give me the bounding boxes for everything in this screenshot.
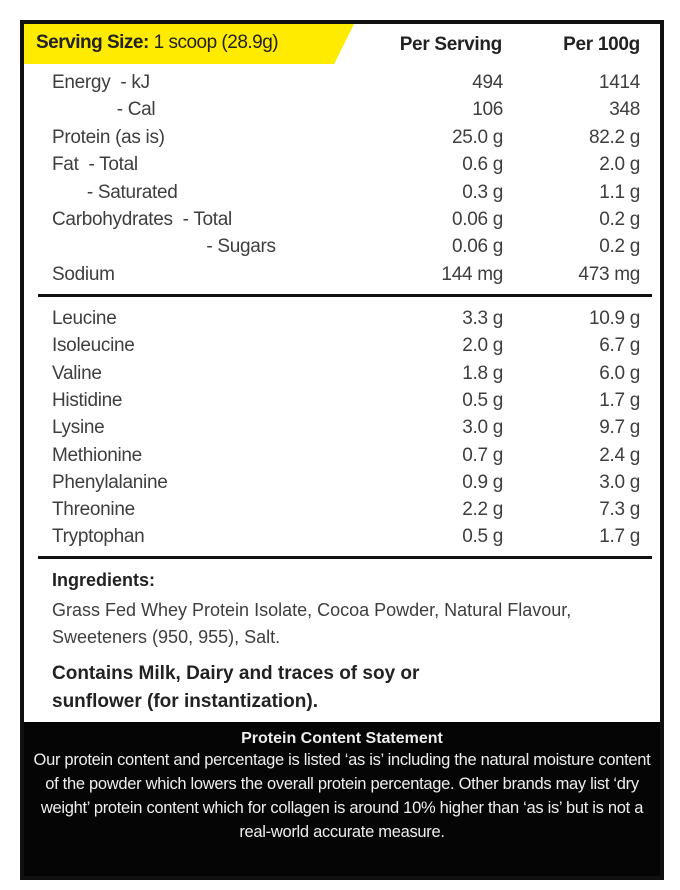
per-serving-value: 0.06 g (451, 236, 503, 258)
per-serving-value: 0.5 g (462, 389, 503, 411)
per-serving-value: 144 mg (441, 263, 503, 285)
per-serving-value: 0.5 g (462, 526, 503, 548)
statement-text: Our protein content and percentage is li… (33, 751, 651, 841)
per-serving-value: 1.8 g (462, 362, 503, 384)
per-serving-value: 494 (472, 72, 503, 93)
nutrient-name: - Sugars (52, 236, 276, 258)
per-100g-value: 2.4 g (599, 444, 640, 466)
nutrient-row: Valine 1.8 g 6.0 g (52, 361, 640, 388)
nutrient-name: Phenylalanine (52, 471, 168, 493)
serving-size-value: 1 scoop (28.9g) (153, 32, 279, 53)
nutrient-row: Methionine 0.7 g 2.4 g (52, 443, 640, 470)
nutrient-name: - Saturated (52, 181, 178, 203)
serving-size-banner: Serving Size: 1 scoop (28.9g) (24, 24, 354, 64)
per-serving-value: 3.3 g (462, 308, 503, 329)
divider (38, 294, 652, 297)
ingredients-heading: Ingredients: (52, 570, 156, 590)
nutrient-row: Sodium 144 mg 473 mg (52, 262, 640, 289)
nutrient-row: Isoleucine 2.0 g 6.7 g (52, 333, 640, 360)
nutrient-name: Leucine (52, 308, 117, 329)
per-100g-value: 1.7 g (599, 526, 640, 548)
per-100g-value: 6.0 g (599, 362, 640, 384)
nutrient-row: - Saturated 0.3 g 1.1 g (52, 180, 640, 207)
ingredients-text: Grass Fed Whey Protein Isolate, Cocoa Po… (52, 600, 572, 647)
protein-content-statement: Protein Content Statement Our protein co… (24, 722, 660, 876)
per-serving-value: 3.0 g (462, 417, 503, 439)
per-100g-value: 3.0 g (599, 471, 640, 493)
nutrient-row: - Sugars 0.06 g 0.2 g (52, 234, 640, 261)
per-100g-value: 348 (609, 99, 640, 121)
nutrient-name: - Cal (52, 99, 156, 121)
nutrient-name: Methionine (52, 444, 142, 466)
allergen-statement: Contains Milk, Dairy and traces of soy o… (52, 663, 420, 712)
per-serving-value: 0.6 g (462, 154, 503, 176)
nutrient-name: Threonine (52, 499, 135, 521)
nutrient-name: Carbohydrates - Total (52, 209, 232, 230)
nutrient-name: Histidine (52, 389, 123, 411)
nutrient-row: Phenylalanine 0.9 g 3.0 g (52, 470, 640, 497)
per-100g-value: 1.7 g (599, 389, 640, 411)
nutrient-row: Leucine 3.3 g 10.9 g (52, 306, 640, 333)
nutrient-name: Isoleucine (52, 335, 135, 357)
per-serving-value: 0.3 g (462, 181, 503, 203)
per-serving-value: 2.2 g (462, 499, 503, 521)
nutrient-row: Fat - Total 0.6 g 2.0 g (52, 152, 640, 179)
nutrient-row: Carbohydrates - Total 0.06 g 0.2 g (52, 207, 640, 234)
nutrient-row: Protein (as is) 25.0 g 82.2 g (52, 125, 640, 152)
per-100g-value: 9.7 g (599, 417, 640, 439)
per-serving-value: 2.0 g (462, 335, 503, 357)
divider (38, 556, 652, 559)
per-100g-value: 82.2 g (588, 126, 640, 148)
per-serving-value: 0.7 g (462, 444, 503, 466)
nutrient-name: Sodium (52, 263, 115, 285)
column-header-per-serving: Per Serving (399, 34, 503, 55)
label-header: Serving Size: 1 scoop (28.9g) Per Servin… (24, 24, 660, 64)
nutrient-name: Valine (52, 362, 102, 384)
per-100g-value: 1414 (598, 72, 640, 93)
per-serving-value: 0.9 g (462, 471, 503, 493)
per-100g-value: 10.9 g (588, 308, 640, 329)
nutrient-row: Lysine 3.0 g 9.7 g (52, 415, 640, 442)
serving-size-label: Serving Size: (36, 32, 149, 53)
per-100g-value: 2.0 g (599, 154, 640, 176)
per-serving-value: 25.0 g (451, 126, 503, 148)
per-100g-value: 473 mg (578, 263, 640, 285)
per-100g-value: 0.2 g (599, 236, 640, 258)
per-serving-value: 106 (472, 99, 503, 121)
per-100g-value: 7.3 g (599, 499, 640, 521)
nutrient-name: Fat - Total (52, 154, 138, 176)
nutrient-row: Histidine 0.5 g 1.7 g (52, 388, 640, 415)
column-header-per-100g: Per 100g (563, 34, 640, 55)
per-serving-value: 0.06 g (451, 209, 503, 230)
nutrient-row: Threonine 2.2 g 7.3 g (52, 497, 640, 524)
nutrient-name: Energy - kJ (52, 72, 150, 93)
nutrient-row: - Cal 106 348 (52, 97, 641, 124)
statement-title: Protein Content Statement (241, 730, 443, 747)
nutrient-row: Energy - kJ 494 1414 (52, 70, 640, 97)
nutrition-label: Serving Size: 1 scoop (28.9g) Per Servin… (20, 20, 664, 880)
nutrient-name: Lysine (52, 417, 105, 439)
nutrient-name: Protein (as is) (52, 126, 165, 148)
nutrient-name: Tryptophan (52, 526, 145, 548)
per-100g-value: 1.1 g (599, 181, 640, 203)
per-100g-value: 0.2 g (599, 209, 640, 230)
per-100g-value: 6.7 g (599, 335, 640, 357)
nutrient-row: Tryptophan 0.5 g 1.7 g (52, 524, 640, 551)
